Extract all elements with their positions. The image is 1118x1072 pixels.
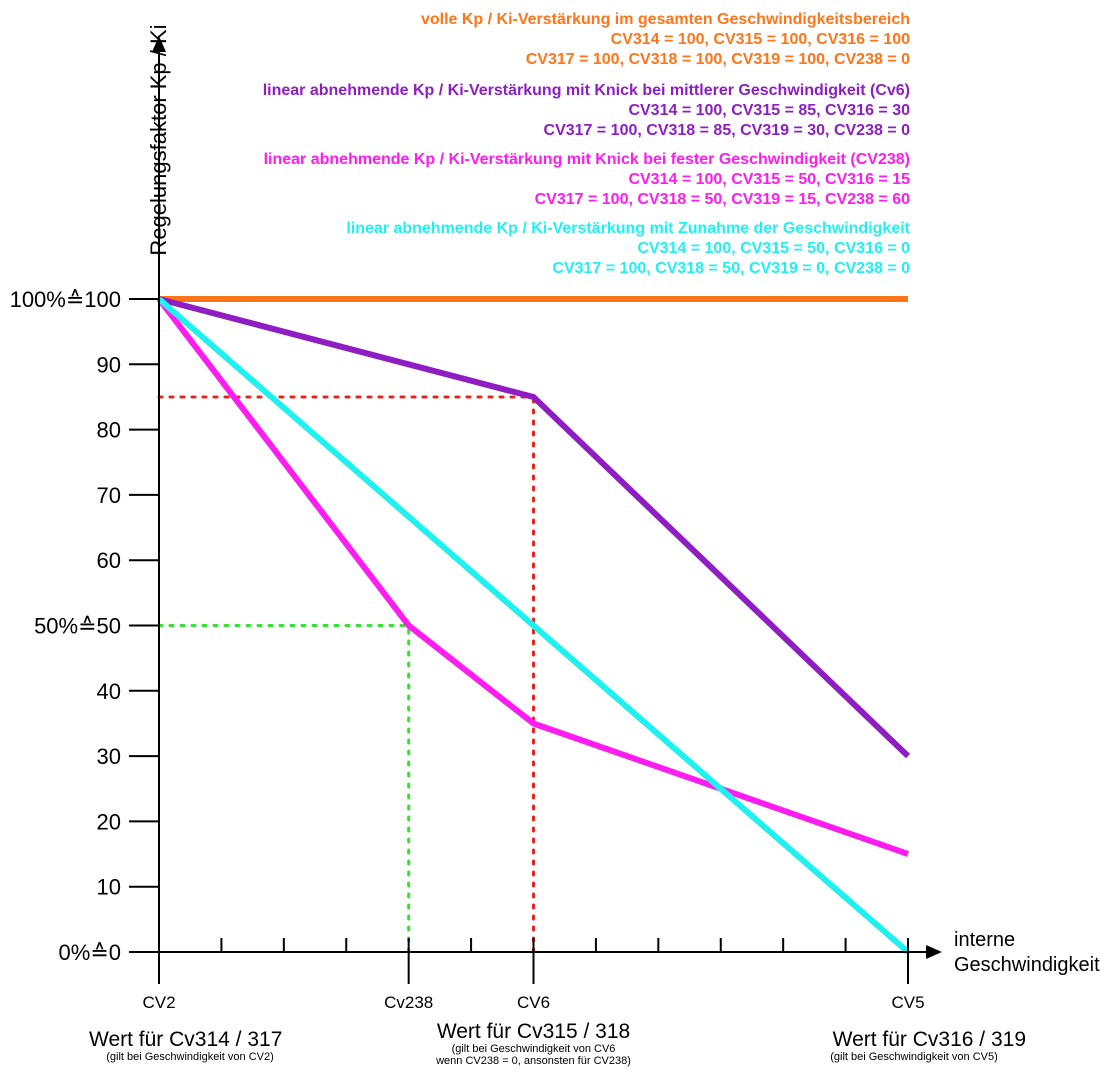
y-tick-label-8: 80 <box>97 418 121 443</box>
y-tick-label-5: 50%≙50 <box>34 614 121 639</box>
series-line-1 <box>158 296 911 759</box>
y-tick-label-7: 70 <box>97 483 121 508</box>
y-axis-label: Regelungsfaktor Kp / Ki <box>146 24 171 255</box>
y-tick-label-3: 30 <box>97 744 121 769</box>
x-axis-arrow <box>926 945 942 959</box>
annotation-0-line-1: CV314 = 100, CV315 = 100, CV316 = 100 <box>611 31 910 48</box>
bottom-label-title-2: Wert für Cv316 / 319 <box>833 1028 1026 1051</box>
annotation-1-line-0: linear abnehmende Kp / Ki-Verstärkung mi… <box>263 82 910 99</box>
y-tick-label-10: 100%≙100 <box>10 287 121 312</box>
guide-lines <box>157 395 535 954</box>
series-line-3 <box>157 296 910 955</box>
annotation-1-line-2: CV317 = 100, CV318 = 85, CV319 = 30, CV2… <box>544 122 911 139</box>
annotation-2-line-0: linear abnehmende Kp / Ki-Verstärkung mi… <box>264 151 910 168</box>
x-tick-label-3: CV5 <box>891 993 924 1012</box>
series-lines <box>156 296 911 955</box>
y-tick-label-0: 0%≙0 <box>59 940 121 965</box>
annotation-1-line-1: CV314 = 100, CV315 = 85, CV316 = 30 <box>628 102 910 119</box>
x-axis-label-line-1: Geschwindigkeit <box>954 954 1100 976</box>
chart-text: 0%≙0 10 20 30 40 50%≙50 60 70 80 90 100%≙100 CV2 Cv2… <box>10 11 1100 1067</box>
bottom-label-note-0-0: (gilt bei Geschwindigkeit von CV2) <box>106 1051 274 1063</box>
annotation-0-line-2: CV317 = 100, CV318 = 100, CV319 = 100, C… <box>526 51 910 68</box>
y-tick-label-4: 40 <box>97 679 121 704</box>
y-tick-label-2: 20 <box>97 809 121 834</box>
x-tick-label-2: CV6 <box>517 993 550 1012</box>
x-tick-label-1: Cv238 <box>384 993 433 1012</box>
bottom-label-title-0: Wert für Cv314 / 317 <box>89 1028 282 1051</box>
bottom-label-note-1-1: wenn CV238 = 0, ansonsten für CV238) <box>435 1055 631 1067</box>
annotation-3-line-2: CV317 = 100, CV318 = 50, CV319 = 0, CV23… <box>552 260 910 277</box>
annotation-2-line-1: CV314 = 100, CV315 = 50, CV316 = 15 <box>628 171 910 188</box>
y-axis-arrow <box>152 36 166 52</box>
y-tick-label-6: 60 <box>97 548 121 573</box>
annotation-3-line-0: linear abnehmende Kp / Ki-Verstärkung mi… <box>346 220 910 237</box>
bottom-label-note-2-0: (gilt bei Geschwindigkeit von CV5) <box>830 1051 998 1063</box>
x-tick-label-0: CV2 <box>142 993 175 1012</box>
axes <box>129 36 942 984</box>
annotation-3-line-1: CV314 = 100, CV315 = 50, CV316 = 0 <box>637 240 910 257</box>
x-axis-label-line-0: interne <box>954 929 1015 951</box>
bottom-label-note-1-0: (gilt bei Geschwindigkeit von CV6 <box>452 1043 616 1055</box>
bottom-label-title-1: Wert für Cv315 / 318 <box>437 1020 630 1043</box>
y-tick-label-9: 90 <box>97 352 121 377</box>
annotation-2-line-2: CV317 = 100, CV318 = 50, CV319 = 15, CV2… <box>535 191 910 208</box>
annotation-0-line-0: volle Kp / Ki-Verstärkung im gesamten Ge… <box>421 11 910 28</box>
y-tick-label-1: 10 <box>97 875 121 900</box>
